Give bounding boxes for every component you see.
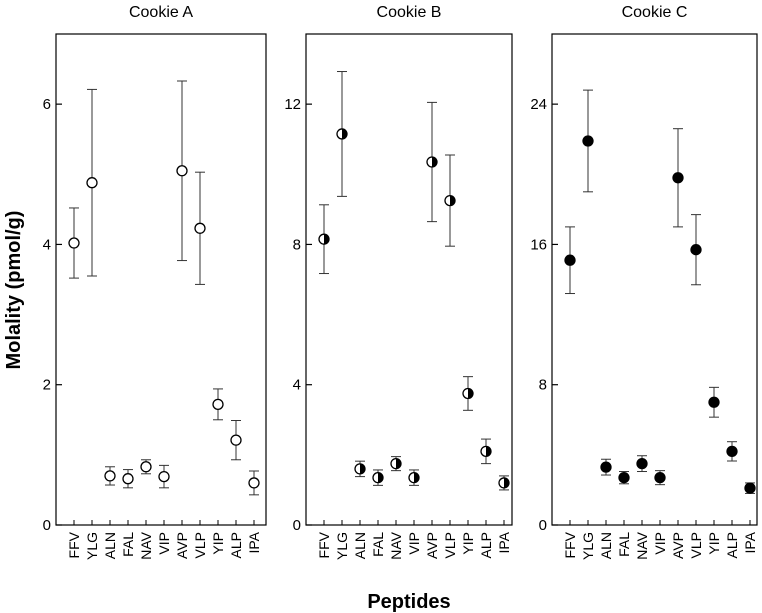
x-tick-label: FFV bbox=[316, 531, 332, 558]
x-tick-label: ALN bbox=[598, 532, 614, 559]
y-tick-label: 24 bbox=[530, 96, 547, 113]
x-tick-label: NAV bbox=[634, 531, 650, 559]
x-tick-label: IPA bbox=[496, 531, 512, 553]
data-point bbox=[230, 434, 242, 446]
panel-title: Cookie C bbox=[622, 4, 688, 21]
x-tick-label: YLG bbox=[334, 532, 350, 560]
data-point-half-fill bbox=[342, 128, 347, 139]
y-tick-label: 2 bbox=[43, 377, 51, 394]
x-tick-label: VLP bbox=[192, 532, 208, 558]
x-tick-label: YIP bbox=[210, 532, 226, 555]
data-point bbox=[176, 165, 188, 177]
y-tick-label: 8 bbox=[539, 377, 547, 394]
y-axis-label: Molality (pmol/g) bbox=[3, 211, 25, 370]
x-tick-label: IPA bbox=[742, 531, 758, 553]
data-point bbox=[68, 237, 80, 249]
data-point bbox=[636, 457, 648, 470]
x-tick-label: ALP bbox=[478, 532, 494, 558]
x-tick-label: YIP bbox=[706, 532, 722, 555]
y-tick-label: 0 bbox=[293, 517, 301, 534]
data-point bbox=[744, 482, 756, 494]
data-point bbox=[582, 135, 594, 147]
data-point-half-fill bbox=[432, 157, 437, 168]
data-point bbox=[194, 222, 206, 234]
x-axis-label: Peptides bbox=[367, 591, 450, 613]
x-tick-label: FFV bbox=[562, 531, 578, 558]
data-point bbox=[708, 396, 720, 408]
data-point bbox=[600, 461, 612, 473]
x-tick-label: FAL bbox=[616, 532, 632, 557]
panel-title: Cookie B bbox=[377, 4, 442, 21]
x-tick-label: AVP bbox=[670, 532, 686, 559]
x-tick-label: YLG bbox=[580, 532, 596, 560]
panel-frame bbox=[551, 33, 758, 526]
y-tick-label: 16 bbox=[530, 236, 547, 253]
x-tick-label: NAV bbox=[388, 531, 404, 559]
y-tick-label: 4 bbox=[43, 236, 51, 253]
data-point-half-fill bbox=[414, 472, 419, 483]
x-tick-label: FFV bbox=[66, 531, 82, 558]
y-tick-label: 0 bbox=[539, 517, 547, 534]
data-point-half-fill bbox=[378, 472, 383, 483]
x-tick-label: ALN bbox=[352, 532, 368, 559]
x-tick-label: VIP bbox=[406, 532, 422, 555]
data-point-half-fill bbox=[504, 477, 509, 488]
data-point-half-fill bbox=[486, 446, 492, 457]
data-point bbox=[564, 254, 576, 266]
x-tick-label: AVP bbox=[174, 532, 190, 559]
data-point bbox=[618, 472, 630, 484]
data-point-half-fill bbox=[360, 463, 365, 474]
data-point-half-fill bbox=[396, 458, 402, 469]
panel-frame bbox=[55, 33, 267, 526]
x-tick-label: NAV bbox=[138, 531, 154, 559]
x-tick-label: AVP bbox=[424, 532, 440, 559]
data-point-half-fill bbox=[324, 234, 329, 245]
x-tick-label: ALP bbox=[724, 532, 740, 558]
panel-title: Cookie A bbox=[129, 4, 193, 21]
data-point bbox=[726, 445, 738, 458]
data-point bbox=[140, 461, 152, 473]
panel-frame bbox=[305, 33, 513, 526]
data-point bbox=[672, 172, 684, 184]
y-tick-label: 12 bbox=[284, 96, 301, 113]
y-tick-label: 8 bbox=[293, 236, 301, 253]
y-tick-label: 6 bbox=[43, 96, 51, 113]
data-point bbox=[654, 472, 666, 484]
data-point-half-fill bbox=[450, 195, 455, 206]
x-tick-label: ALP bbox=[228, 532, 244, 558]
x-tick-label: FAL bbox=[370, 532, 386, 557]
data-point bbox=[86, 177, 98, 189]
x-tick-label: ALN bbox=[102, 532, 118, 559]
x-tick-label: VLP bbox=[442, 532, 458, 558]
y-tick-label: 0 bbox=[43, 517, 51, 534]
data-point-half-fill bbox=[468, 388, 473, 399]
y-tick-label: 4 bbox=[293, 377, 301, 394]
x-tick-label: YLG bbox=[84, 532, 100, 560]
x-tick-label: VLP bbox=[688, 532, 704, 558]
data-point bbox=[104, 470, 116, 482]
x-tick-label: VIP bbox=[652, 532, 668, 555]
x-tick-label: FAL bbox=[120, 532, 136, 557]
data-point bbox=[690, 244, 702, 256]
data-point bbox=[212, 398, 224, 411]
x-tick-label: YIP bbox=[460, 532, 476, 555]
data-point bbox=[122, 473, 134, 485]
x-tick-label: IPA bbox=[246, 531, 262, 553]
data-point bbox=[158, 470, 170, 483]
data-point bbox=[248, 477, 260, 489]
x-tick-label: VIP bbox=[156, 532, 172, 555]
